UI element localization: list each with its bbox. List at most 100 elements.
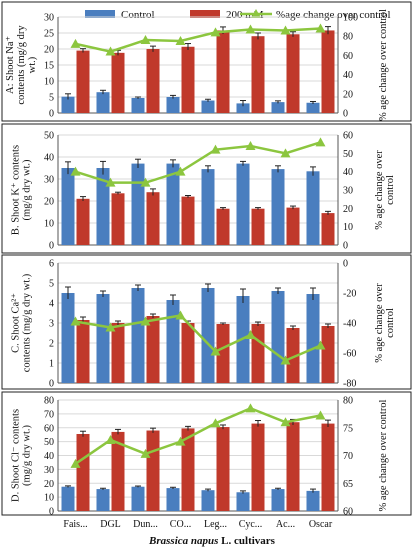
line-marker xyxy=(315,23,326,33)
y2-tick-label: 0 xyxy=(343,259,348,270)
y2-axis-title: % age change over control xyxy=(378,9,389,121)
bar-salt xyxy=(321,30,335,113)
bar-control xyxy=(166,488,180,511)
x-tick-label: Fais... xyxy=(63,519,87,530)
y-tick-label: 4 xyxy=(49,299,54,310)
panel-B: 0 10 20 30 40 50 0 10 20 30 40 50 60 B. Shoot K⁺ cont… xyxy=(1,123,412,254)
bar-control xyxy=(166,300,180,383)
y-tick-label: 25 xyxy=(44,29,54,40)
line-marker xyxy=(105,46,116,56)
bar-salt xyxy=(286,328,300,383)
bar-salt xyxy=(251,423,265,511)
y-tick-label: 60 xyxy=(44,423,54,434)
panel-A: 0 5 10 15 20 25 30 0 20 40 60 80 100 A: Shoot Na⁺cont… xyxy=(1,1,412,122)
bar-salt xyxy=(216,324,230,383)
bar-control xyxy=(236,103,250,113)
bar-salt xyxy=(76,433,90,511)
panel-border xyxy=(1,254,412,390)
bar-salt xyxy=(76,198,90,245)
y-axis-title-line: D. Shoot Cl⁻ contents xyxy=(11,409,22,502)
y2-tick-label: 40 xyxy=(343,70,353,81)
y-tick-label: 30 xyxy=(44,465,54,476)
y2-axis-title: % age change overcontrol xyxy=(374,150,396,230)
x-axis-title: Brassica napus L. cultivars xyxy=(148,535,276,547)
y-tick-label: 50 xyxy=(44,437,54,448)
bar-control xyxy=(271,169,285,245)
line-marker xyxy=(70,38,81,48)
panel-C: 0 1 2 3 4 5 6 -80 -60 -40 -20 0 C. Shoot Ca²⁺content… xyxy=(1,254,412,390)
y2-tick-label: -60 xyxy=(343,349,356,360)
x-axis-title-italic: Brassica napus xyxy=(148,535,218,547)
y2-tick-label: 60 xyxy=(343,507,353,518)
line-series xyxy=(75,314,321,362)
bar-control xyxy=(306,171,320,245)
bar-control xyxy=(271,102,285,113)
bar-salt xyxy=(111,431,125,511)
line-marker xyxy=(210,27,221,37)
line-marker xyxy=(70,458,81,468)
line-marker xyxy=(280,25,291,35)
bar-salt xyxy=(181,428,195,511)
y-tick-label: 10 xyxy=(44,77,54,88)
bar-salt xyxy=(216,30,230,113)
y-axis-title-line: contents (mg/g dry xyxy=(16,25,27,105)
y-axis-title-line: (mg/g dry wt.) xyxy=(22,159,33,220)
bar-control xyxy=(131,163,145,245)
bar-salt xyxy=(181,323,195,383)
line-series xyxy=(74,406,321,465)
y2-tick-label: 80 xyxy=(343,32,353,43)
y-tick-label: 20 xyxy=(44,45,54,56)
bar-salt xyxy=(146,192,160,245)
line-marker xyxy=(70,316,81,326)
bar-control xyxy=(131,288,145,383)
line-marker xyxy=(210,144,221,154)
bar-control xyxy=(201,169,215,245)
y2-tick-label: 20 xyxy=(343,204,353,215)
bar-control xyxy=(96,168,110,245)
y2-tick-label: 60 xyxy=(343,51,353,62)
y-tick-label: 0 xyxy=(49,507,54,518)
line-marker xyxy=(70,166,81,176)
legend-swatch-control xyxy=(85,10,115,18)
line-marker xyxy=(140,35,151,45)
line-marker xyxy=(175,436,186,446)
x-tick-label: Ac... xyxy=(276,519,295,530)
y-tick-label: 20 xyxy=(44,479,54,490)
y-axis-title: B. Shoot K⁺ contents(mg/g dry wt.) xyxy=(11,145,33,235)
x-tick-label: Leg... xyxy=(204,519,227,530)
line-marker xyxy=(315,340,326,350)
bar-control xyxy=(271,291,285,383)
line-marker xyxy=(280,148,291,158)
x-tick-label: Dun... xyxy=(133,519,158,530)
y-tick-label: 0 xyxy=(49,379,54,390)
y2-axis-title-line: control xyxy=(385,308,396,338)
bar-salt xyxy=(286,34,300,113)
bar-control xyxy=(306,490,320,511)
y2-axis-title-line: % age change over control xyxy=(378,399,389,511)
bar-control xyxy=(96,92,110,113)
line-marker xyxy=(280,355,291,365)
y2-tick-label: 70 xyxy=(343,451,353,462)
y2-axis-title: % age change over control xyxy=(378,399,389,511)
bar-control xyxy=(271,489,285,511)
y2-tick-label: 50 xyxy=(343,149,353,160)
bar-salt xyxy=(111,193,125,245)
bar-salt xyxy=(146,316,160,383)
bar-control xyxy=(96,489,110,511)
y-axis-title-line: B. Shoot K⁺ contents xyxy=(11,145,22,235)
y-axis-title: A: Shoot Na⁺contents (mg/g drywt.) xyxy=(5,25,38,105)
bar-salt xyxy=(286,422,300,511)
line-marker xyxy=(105,177,116,187)
y-tick-label: 10 xyxy=(44,219,54,230)
line-marker xyxy=(245,403,256,413)
y2-tick-label: 10 xyxy=(343,222,353,233)
line-marker xyxy=(245,24,256,34)
bar-salt xyxy=(321,423,335,511)
y-axis-title-line: C. Shoot Ca²⁺ xyxy=(11,293,22,353)
line-marker xyxy=(210,346,221,356)
bar-control xyxy=(131,486,145,511)
y-axis-title: C. Shoot Ca²⁺contents (mg/g dry wt.) xyxy=(11,273,33,372)
line-marker xyxy=(175,36,186,45)
line-marker xyxy=(140,177,151,187)
y2-tick-label: -20 xyxy=(343,289,356,300)
